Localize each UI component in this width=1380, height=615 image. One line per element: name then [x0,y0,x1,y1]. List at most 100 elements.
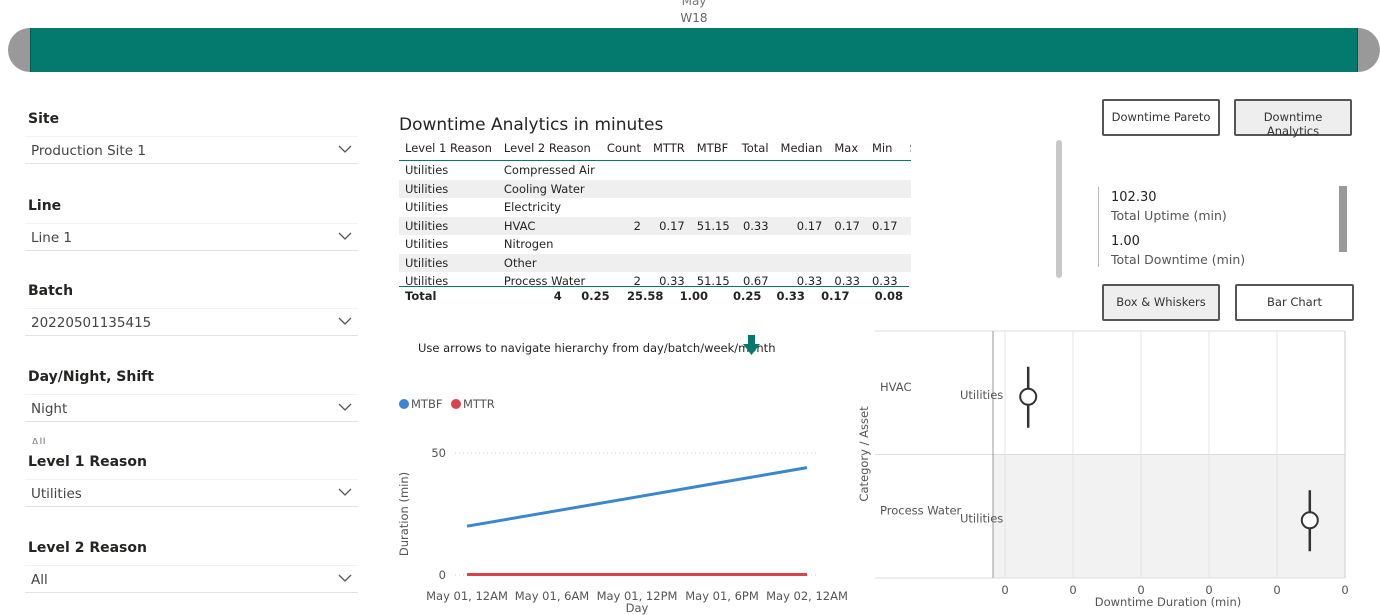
table-cell [828,235,866,254]
column-header[interactable]: Total [735,139,775,161]
table-cell [828,253,866,272]
column-header[interactable]: Min [865,139,904,161]
median-marker[interactable] [1300,511,1319,530]
table-row[interactable]: Utilities Cooling Water [399,179,911,198]
table-cell: Utilities [405,163,449,178]
table-cell [647,161,691,180]
x-tick-label: May 01, 6PM [685,589,759,603]
column-header[interactable]: Median [774,139,829,161]
kpi-scrollbar[interactable] [1339,186,1347,252]
table-cell [736,198,775,217]
table-title: Downtime Analytics in minutes [399,115,664,135]
table-row[interactable]: Utilities Other [399,253,911,272]
table-cell [736,235,775,254]
column-header[interactable]: Level 1 Reason [399,139,498,161]
table-cell [691,161,736,180]
downtime-pareto-button[interactable]: Downtime Pareto [1102,99,1220,136]
slicer-dropdown[interactable]: Utilities [25,479,358,507]
drill-down-arrow-icon[interactable] [743,335,761,357]
column-header[interactable]: MTTR [646,139,691,161]
slicer-value: Line 1 [31,230,73,246]
x-tick-label: 0 [1205,583,1212,597]
legend-label: MTTR [463,397,495,411]
total-cell: Total [399,286,470,306]
table-cell [601,161,647,180]
mtbf-mttr-line-chart: MTBF MTTR 0 50 Duration (min) May 01, 12AM May… [397,397,848,615]
table-total: Total 4 0.25 25.58 1.00 0.25 0.33 0.17 0.08 [399,286,911,306]
table-cell [866,235,904,254]
table-cell: 0.33 [735,216,775,235]
table-cell [775,198,829,217]
median-marker[interactable] [1019,387,1038,406]
table-row[interactable]: Utilities Nitrogen [399,235,911,254]
x-tick-label: 0 [1341,583,1348,597]
selected-period-band[interactable] [30,28,1358,72]
x-tick-label: May 01, 12AM [426,589,508,603]
table-row[interactable]: Utilities Compressed Air [399,161,911,180]
kpi-divider [1098,187,1099,267]
x-axis-title: Downtime Duration (min) [1095,595,1242,609]
series-line-mtbf[interactable] [466,466,808,528]
table-cell: 0.33 [659,274,685,289]
total-cell: 0.08 [855,286,909,306]
slicer-dropdown[interactable]: Night [25,394,358,422]
slicer-dropdown[interactable]: 20220501135415 [25,308,358,336]
slicer-value: All [31,572,48,588]
table-cell: 0.33 [796,274,823,289]
uptime-label: Total Uptime (min) [1111,208,1227,223]
table-cell [647,235,691,254]
x-tick-label: 0 [1069,583,1076,597]
slicer-dropdown[interactable]: Line 1 [25,223,358,251]
period-scroll-bar[interactable] [8,28,1380,72]
category-band [993,454,1345,578]
chevron-down-icon[interactable] [338,403,352,411]
downtime-analytics-button[interactable]: Downtime Analytics [1234,99,1352,138]
table-cell [904,161,911,180]
table-cell: Utilities [399,216,498,235]
column-header[interactable]: MTBF [690,139,736,161]
column-header[interactable]: Max [828,139,866,161]
x-axis-title: Day [626,601,649,615]
total-cell: 4 [525,286,568,306]
table-row[interactable]: Utilities Process Water 2 0.33 51.15 0.67 0.33… [399,272,911,289]
column-header[interactable]: Level 2 Reason [497,139,601,161]
table-cell: Utilities [405,200,449,215]
subcategory-label: Utilities [960,388,1003,402]
month-label: May [681,0,707,8]
box-whiskers-button[interactable]: Box & Whiskers [1102,284,1220,321]
nav-hint: Use arrows to navigate hierarchy from da… [418,341,776,355]
column-header[interactable]: Count [600,139,647,161]
chevron-down-icon[interactable] [338,574,352,582]
table-cell: Utilities [405,274,449,289]
slicer-dropdown[interactable]: All [25,565,358,593]
table-cell [904,198,911,217]
chevron-down-icon[interactable] [338,488,352,496]
table-row[interactable]: Utilities Electricity [399,198,911,217]
slicer-value: 20220501135415 [31,315,152,331]
slicer-label: Line [28,198,62,214]
legend-label: MTBF [411,397,442,411]
table-cell: Utilities [399,253,498,272]
x-tick-label: 0 [1001,583,1008,597]
uptime-value: 102.30 [1111,190,1157,205]
column-header[interactable]: Std Dev [903,139,911,161]
table-cell [775,161,829,180]
total-cell: 1.00 [669,286,714,306]
week-label: W18 [680,11,708,25]
chevron-down-icon[interactable] [338,232,352,240]
table-cell [690,179,736,198]
y-tick-label: 0 [439,568,446,582]
x-tick-label: May 01, 6AM [515,589,589,603]
table-row[interactable]: UtilitiesHVAC20.1751.150.330.170.170.170… [399,216,911,235]
table-cell [690,253,736,272]
total-cell: 0.25 [713,286,768,306]
slicer-dropdown[interactable]: Production Site 1 [25,136,358,164]
table-cell: 0.17 [828,216,866,235]
chevron-down-icon[interactable] [338,317,352,325]
table-scrollbar[interactable] [1056,140,1062,278]
table-cell: 0.33 [871,274,898,289]
bar-chart-button[interactable]: Bar Chart [1235,284,1354,321]
chevron-down-icon[interactable] [338,145,352,153]
table-cell: Utilities [399,179,498,198]
table-cell: 51.15 [690,216,736,235]
